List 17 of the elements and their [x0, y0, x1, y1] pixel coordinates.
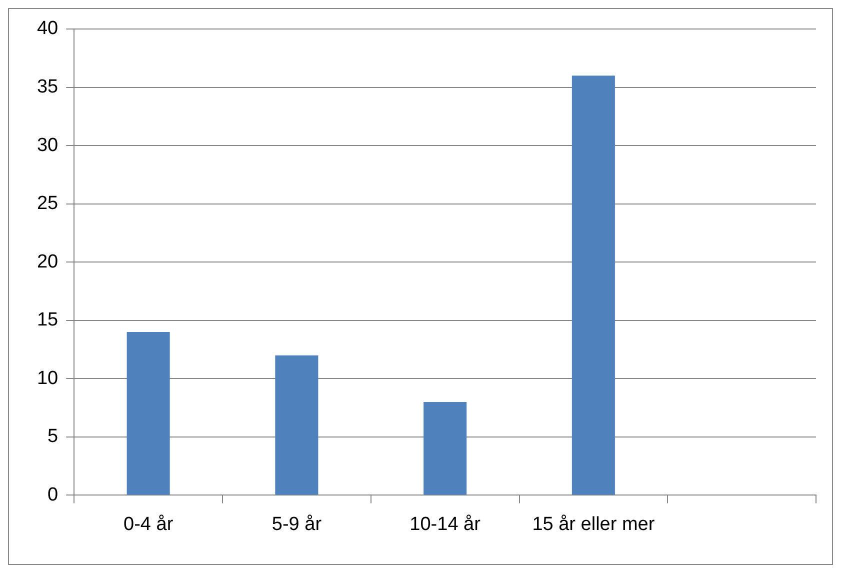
y-tick-label: 5: [48, 426, 58, 448]
x-tick-label: 0-4 år: [124, 514, 174, 535]
x-tick-label: 15 år eller mer: [532, 514, 656, 535]
bar: [275, 355, 318, 495]
x-tick-label: 5-9 år: [272, 514, 322, 535]
x-tick-label: 10-14 år: [410, 514, 482, 535]
bar: [126, 332, 170, 495]
y-tick-label: 20: [36, 251, 58, 272]
y-tick-label: 25: [36, 193, 58, 214]
y-tick-label: 35: [36, 76, 58, 98]
y-tick-label: 10: [36, 368, 58, 389]
y-tick-label: 15: [36, 310, 58, 331]
bar: [572, 76, 615, 495]
y-tick-label: 0: [48, 484, 58, 506]
y-tick-label: 30: [36, 134, 58, 156]
y-tick-label: 40: [36, 18, 58, 40]
bar: [424, 402, 467, 495]
